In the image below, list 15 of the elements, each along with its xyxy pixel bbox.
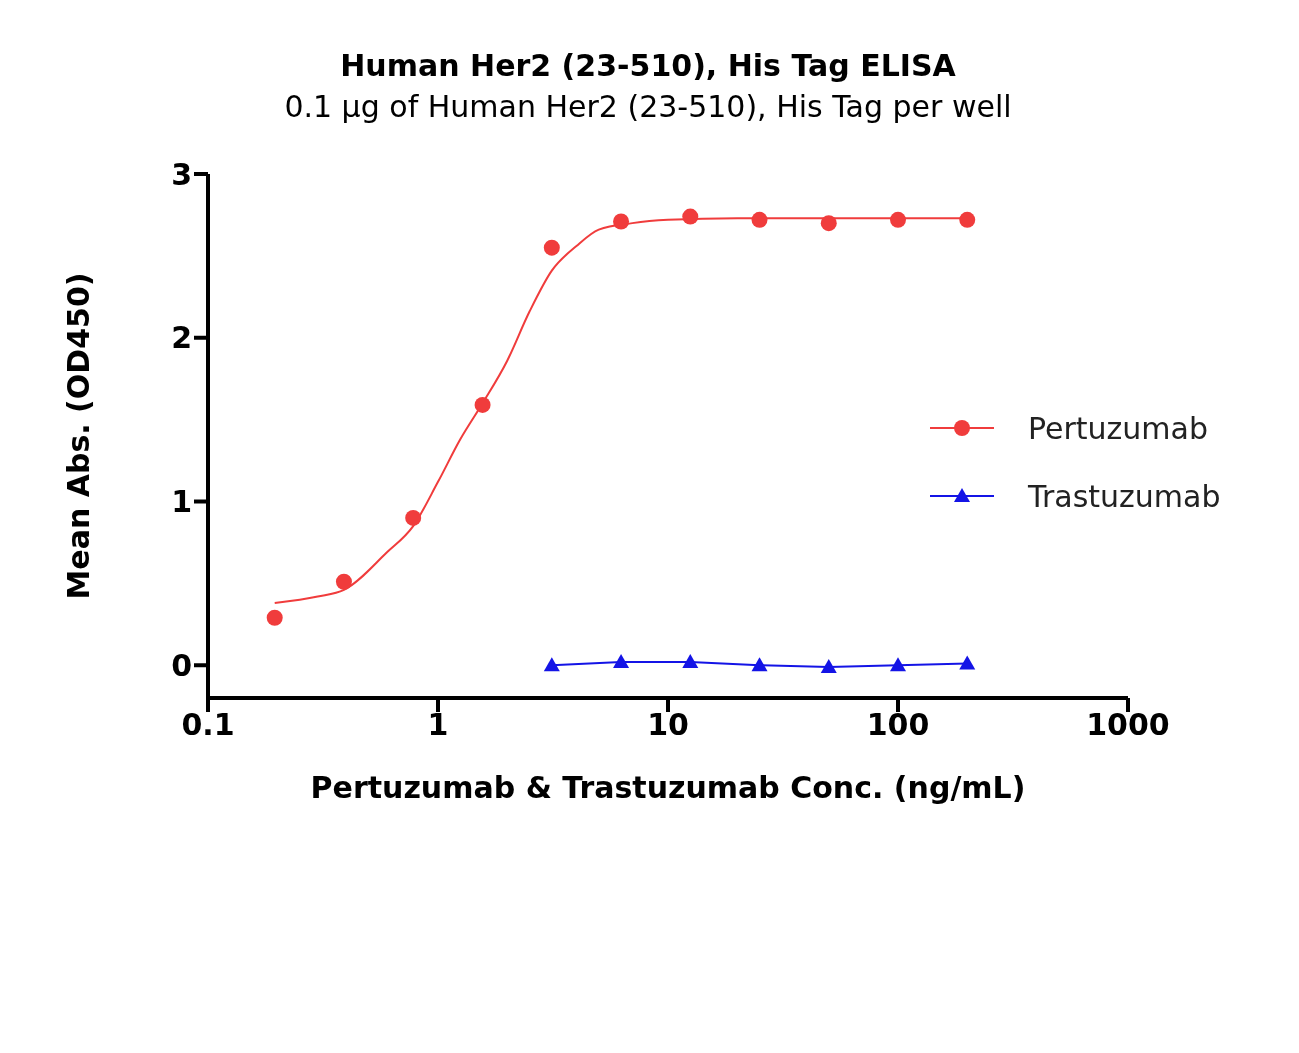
legend-label: Trastuzumab xyxy=(1028,478,1221,514)
y-tick-label: 2 xyxy=(171,320,192,356)
y-axis-title: Mean Abs. (OD450) xyxy=(60,272,96,600)
y-tick-label: 3 xyxy=(171,156,192,192)
x-tick-label: 10 xyxy=(647,707,689,743)
x-tick-label: 100 xyxy=(866,707,930,743)
chart-title: Human Her2 (23-510), His Tag ELISA xyxy=(339,48,957,83)
x-tick-label: 0.1 xyxy=(181,707,235,743)
legend-label: Pertuzumab xyxy=(1028,410,1208,446)
x-tick-label: 1000 xyxy=(1086,707,1170,743)
x-tick-label: 1 xyxy=(427,707,449,743)
x-axis-title: Pertuzumab & Trastuzumab Conc. (ng/mL) xyxy=(310,770,1026,805)
y-tick-label: 0 xyxy=(171,647,192,683)
y-tick-label: 1 xyxy=(171,484,192,520)
chart-subtitle: 0.1 μg of Human Her2 (23-510), His Tag per well xyxy=(283,89,1013,124)
